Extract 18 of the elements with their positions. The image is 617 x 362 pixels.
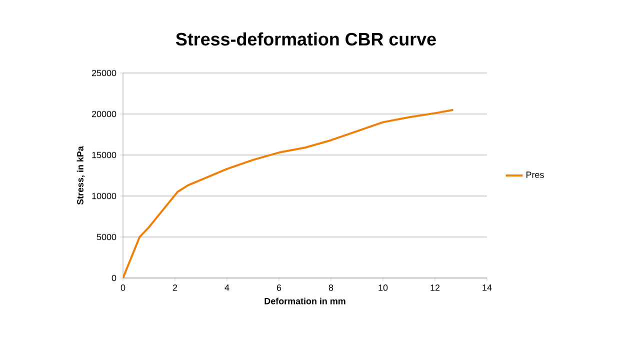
legend-label: Pres	[526, 172, 544, 178]
y-tick-label: 0	[112, 274, 116, 282]
y-tick-label: 25000	[92, 70, 116, 76]
y-tick-label: 15000	[92, 152, 116, 158]
x-tick-label: 14	[482, 284, 492, 291]
y-tick-label: 20000	[92, 110, 116, 118]
x-tick-label: 12	[430, 284, 440, 291]
y-axis-title: Stress, in kPa	[76, 146, 85, 205]
y-tick-label: 10000	[92, 192, 116, 200]
x-tick-label: 4	[224, 284, 230, 291]
x-axis-title: Deformation in mm	[264, 298, 346, 304]
x-tick-label: 0	[120, 284, 126, 291]
x-tick-label: 8	[328, 284, 334, 291]
x-tick-label: 6	[276, 284, 282, 291]
y-tick-label: 5000	[96, 234, 116, 240]
x-tick-label: 10	[378, 284, 388, 291]
x-tick-label: 2	[172, 284, 178, 291]
chart-title: Stress-deformation CBR curve	[176, 32, 436, 46]
